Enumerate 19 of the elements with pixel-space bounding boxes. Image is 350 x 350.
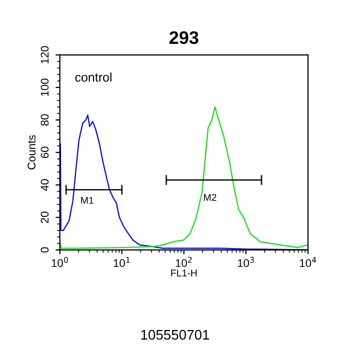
annotation: M1 xyxy=(81,196,94,204)
x-tick-label: 10$^{0}$ xyxy=(52,256,68,268)
y-tick-label: 40 xyxy=(40,179,49,191)
annotation: control xyxy=(75,72,112,82)
x-tick-label: 10$^{2}$ xyxy=(176,256,192,268)
x-tick-label: 10$^{3}$ xyxy=(238,256,254,268)
y-tick-label: 20 xyxy=(40,212,49,224)
text: 105550701 xyxy=(141,330,210,340)
y-tick-label: 80 xyxy=(40,114,49,126)
y-tick-label: 120 xyxy=(40,46,49,64)
x-tick-label: 10$^{1}$ xyxy=(114,256,130,268)
annotation: M2 xyxy=(204,194,216,201)
x-tick-label: 10$^{4}$ xyxy=(300,256,316,268)
x-axis-title: FL1-H xyxy=(171,270,197,276)
y-tick-label: 60 xyxy=(40,146,49,158)
y-tick-label: 100 xyxy=(40,78,49,96)
chart-title: 293 xyxy=(169,31,198,44)
y-tick-label: 0 xyxy=(40,247,49,253)
y-axis-title: Counts xyxy=(28,135,36,170)
